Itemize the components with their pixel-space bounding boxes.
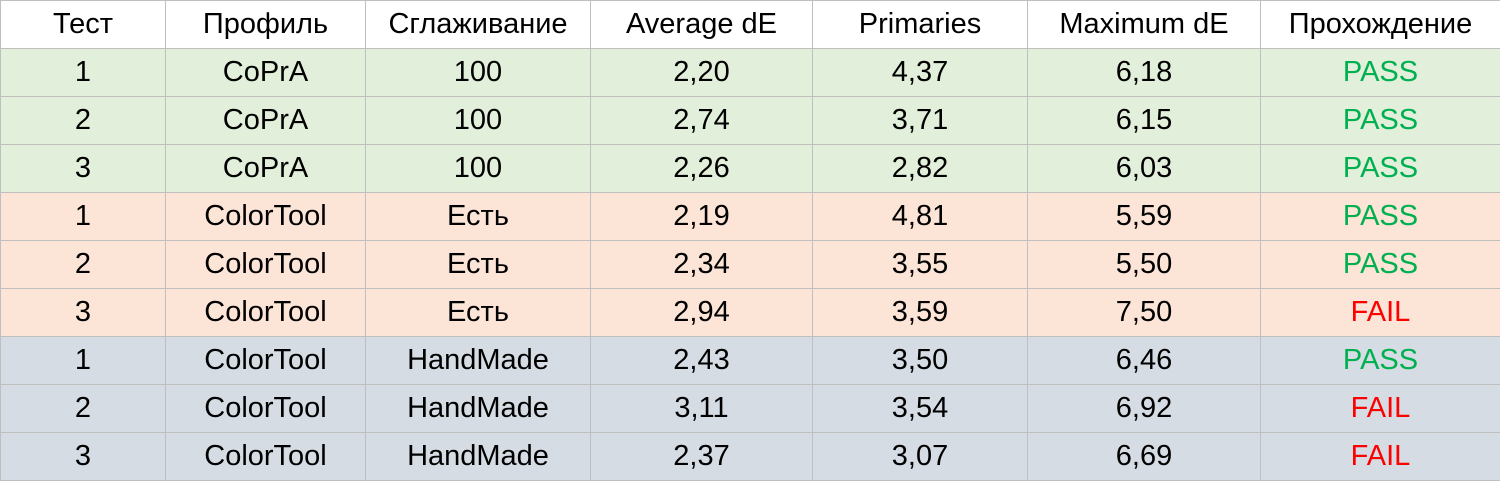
cell-profile: ColorTool	[166, 337, 366, 385]
table-row: 3 CoPrA 100 2,26 2,82 6,03 PASS	[1, 145, 1500, 193]
cell-average-de: 3,11	[591, 385, 813, 433]
cell-primaries: 3,59	[813, 289, 1028, 337]
cell-primaries: 3,71	[813, 97, 1028, 145]
cell-average-de: 2,26	[591, 145, 813, 193]
cell-smoothing: Есть	[366, 241, 591, 289]
header-smoothing: Сглаживание	[366, 1, 591, 49]
table-row: 1 ColorTool Есть 2,19 4,81 5,59 PASS	[1, 193, 1500, 241]
cell-primaries: 3,50	[813, 337, 1028, 385]
cell-test: 2	[1, 385, 166, 433]
cell-smoothing: 100	[366, 145, 591, 193]
cell-test: 1	[1, 49, 166, 97]
cell-test: 1	[1, 337, 166, 385]
cell-result: FAIL	[1261, 433, 1500, 481]
cell-result: PASS	[1261, 337, 1500, 385]
table-row: 2 CoPrA 100 2,74 3,71 6,15 PASS	[1, 97, 1500, 145]
cell-profile: CoPrA	[166, 49, 366, 97]
table-row: 2 ColorTool Есть 2,34 3,55 5,50 PASS	[1, 241, 1500, 289]
cell-result: PASS	[1261, 145, 1500, 193]
cell-smoothing: 100	[366, 97, 591, 145]
cell-maximum-de: 6,69	[1028, 433, 1261, 481]
cell-maximum-de: 6,15	[1028, 97, 1261, 145]
cell-average-de: 2,20	[591, 49, 813, 97]
cell-primaries: 4,37	[813, 49, 1028, 97]
cell-test: 3	[1, 289, 166, 337]
table-row: 3 ColorTool HandMade 2,37 3,07 6,69 FAIL	[1, 433, 1500, 481]
table-body: 1 CoPrA 100 2,20 4,37 6,18 PASS 2 CoPrA …	[1, 49, 1500, 481]
cell-result: PASS	[1261, 241, 1500, 289]
cell-smoothing: Есть	[366, 193, 591, 241]
header-average-de: Average dE	[591, 1, 813, 49]
cell-maximum-de: 6,03	[1028, 145, 1261, 193]
cell-primaries: 4,81	[813, 193, 1028, 241]
cell-maximum-de: 6,18	[1028, 49, 1261, 97]
cell-average-de: 2,19	[591, 193, 813, 241]
cell-average-de: 2,34	[591, 241, 813, 289]
header-row: Тест Профиль Сглаживание Average dE Prim…	[1, 1, 1500, 49]
cell-average-de: 2,74	[591, 97, 813, 145]
cell-test: 3	[1, 145, 166, 193]
cell-smoothing: HandMade	[366, 433, 591, 481]
cell-result: FAIL	[1261, 385, 1500, 433]
cell-test: 2	[1, 97, 166, 145]
table-row: 3 ColorTool Есть 2,94 3,59 7,50 FAIL	[1, 289, 1500, 337]
cell-primaries: 3,54	[813, 385, 1028, 433]
cell-maximum-de: 6,92	[1028, 385, 1261, 433]
cell-test: 1	[1, 193, 166, 241]
header-result: Прохождение	[1261, 1, 1500, 49]
cell-profile: CoPrA	[166, 97, 366, 145]
cell-smoothing: HandMade	[366, 337, 591, 385]
cell-profile: ColorTool	[166, 433, 366, 481]
header-profile: Профиль	[166, 1, 366, 49]
cell-result: PASS	[1261, 49, 1500, 97]
cell-result: PASS	[1261, 97, 1500, 145]
cell-primaries: 2,82	[813, 145, 1028, 193]
cell-maximum-de: 5,59	[1028, 193, 1261, 241]
header-test: Тест	[1, 1, 166, 49]
cell-result: FAIL	[1261, 289, 1500, 337]
cell-smoothing: Есть	[366, 289, 591, 337]
cell-profile: CoPrA	[166, 145, 366, 193]
cell-smoothing: 100	[366, 49, 591, 97]
cell-profile: ColorTool	[166, 241, 366, 289]
table-row: 1 CoPrA 100 2,20 4,37 6,18 PASS	[1, 49, 1500, 97]
cell-smoothing: HandMade	[366, 385, 591, 433]
cell-maximum-de: 6,46	[1028, 337, 1261, 385]
cell-result: PASS	[1261, 193, 1500, 241]
cell-test: 3	[1, 433, 166, 481]
cell-profile: ColorTool	[166, 289, 366, 337]
table-header: Тест Профиль Сглаживание Average dE Prim…	[1, 1, 1500, 49]
cell-primaries: 3,55	[813, 241, 1028, 289]
cell-maximum-de: 5,50	[1028, 241, 1261, 289]
cell-test: 2	[1, 241, 166, 289]
cell-maximum-de: 7,50	[1028, 289, 1261, 337]
header-maximum-de: Maximum dE	[1028, 1, 1261, 49]
cell-average-de: 2,94	[591, 289, 813, 337]
cell-average-de: 2,37	[591, 433, 813, 481]
cell-average-de: 2,43	[591, 337, 813, 385]
cell-primaries: 3,07	[813, 433, 1028, 481]
cell-profile: ColorTool	[166, 385, 366, 433]
header-primaries: Primaries	[813, 1, 1028, 49]
table-row: 1 ColorTool HandMade 2,43 3,50 6,46 PASS	[1, 337, 1500, 385]
table-row: 2 ColorTool HandMade 3,11 3,54 6,92 FAIL	[1, 385, 1500, 433]
cell-profile: ColorTool	[166, 193, 366, 241]
